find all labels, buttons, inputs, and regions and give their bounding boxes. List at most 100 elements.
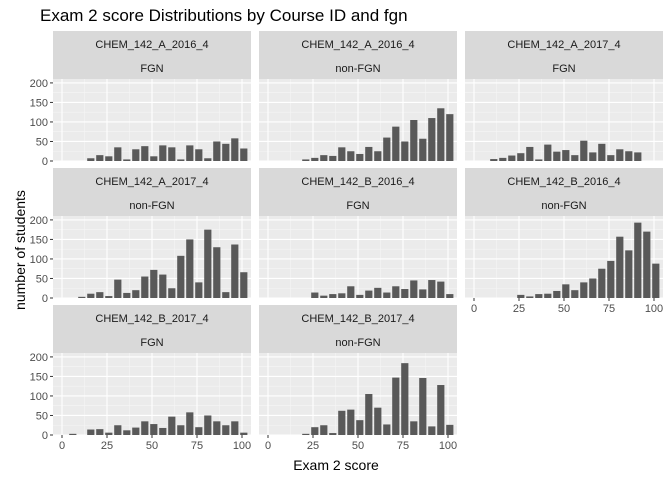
histogram-bar <box>446 424 454 435</box>
histogram-bar <box>222 292 230 298</box>
histogram-bar <box>141 421 149 435</box>
histogram-bar <box>231 244 239 298</box>
histogram-bar <box>320 155 328 161</box>
histogram-bar <box>401 289 409 298</box>
histogram-bar <box>499 157 507 161</box>
histogram-bar <box>87 293 95 298</box>
histogram-bar <box>329 294 337 298</box>
histogram-bar <box>562 284 570 298</box>
histogram-bar <box>231 138 239 161</box>
histogram-bar <box>320 295 328 298</box>
y-tick-label: 50 <box>36 410 48 422</box>
x-axis-label: Exam 2 score <box>293 457 379 473</box>
facet-strip <box>53 31 251 79</box>
x-tick-label: 75 <box>397 440 409 452</box>
histogram-bar <box>410 421 418 435</box>
histogram-bar <box>392 286 400 298</box>
histogram-bar <box>168 288 176 298</box>
x-tick-label: 25 <box>513 303 525 315</box>
histogram-bar <box>87 158 95 161</box>
histogram-bar <box>365 146 373 161</box>
histogram-bar <box>240 272 248 298</box>
histogram-bar <box>410 120 418 161</box>
facet-strip-course: CHEM_142_A_2017_4 <box>95 176 208 188</box>
histogram-bar <box>437 108 445 161</box>
facet-strip-fgn: non-FGN <box>335 337 380 349</box>
histogram-bar <box>123 430 131 435</box>
histogram-bar <box>96 155 104 161</box>
y-tick-label: 0 <box>42 156 48 168</box>
histogram-bar <box>517 153 525 161</box>
facet-strip <box>259 31 457 79</box>
histogram-bar <box>571 290 579 298</box>
facet-strip-course: CHEM_142_A_2017_4 <box>507 39 620 51</box>
x-tick-label: 50 <box>146 440 158 452</box>
y-tick-label: 150 <box>30 371 48 383</box>
histogram-bar <box>437 385 445 435</box>
histogram-bar <box>508 155 516 161</box>
histogram-bar <box>213 247 221 298</box>
histogram-bar <box>195 149 203 161</box>
facet-strip-course: CHEM_142_A_2016_4 <box>301 39 414 51</box>
histogram-bar <box>490 159 498 161</box>
histogram-bar <box>69 433 77 435</box>
histogram-bar <box>428 280 436 298</box>
histogram-bar <box>419 138 427 161</box>
histogram-bar <box>374 407 382 435</box>
histogram-bar <box>338 410 346 435</box>
histogram-bar <box>365 290 373 298</box>
x-tick-label: 75 <box>191 440 203 452</box>
histogram-bar <box>437 281 445 298</box>
histogram-bar <box>374 287 382 298</box>
x-tick-label: 50 <box>558 303 570 315</box>
histogram-bar <box>419 377 427 435</box>
histogram-bar <box>553 151 561 161</box>
histogram-bar <box>347 409 355 435</box>
histogram-bar <box>329 155 337 161</box>
x-tick-label: 100 <box>233 440 251 452</box>
histogram-bar <box>598 143 606 161</box>
histogram-bar <box>213 421 221 435</box>
histogram-bar <box>311 157 319 161</box>
histogram-bar <box>123 292 131 298</box>
histogram-bar <box>222 143 230 161</box>
histogram-bar <box>446 114 454 161</box>
histogram-bar <box>114 279 122 298</box>
histogram-bar <box>634 152 642 161</box>
histogram-bar <box>607 155 615 161</box>
histogram-bar <box>177 159 185 161</box>
histogram-bar <box>302 159 310 161</box>
x-tick-label: 50 <box>352 440 364 452</box>
histogram-bar <box>616 236 624 298</box>
histogram-bar <box>526 296 534 298</box>
y-tick-label: 200 <box>30 215 48 227</box>
histogram-bar <box>240 148 248 161</box>
histogram-bar <box>392 126 400 161</box>
histogram-bar <box>132 149 140 161</box>
histogram-bar <box>338 293 346 298</box>
histogram-bar <box>446 294 454 298</box>
histogram-bar <box>96 292 104 298</box>
histogram-bar <box>204 229 212 298</box>
histogram-bar <box>320 425 328 435</box>
histogram-bar <box>302 433 310 435</box>
histogram-bar <box>222 425 230 435</box>
histogram-bar <box>338 147 346 161</box>
histogram-bar <box>114 147 122 161</box>
x-tick-label: 100 <box>439 440 457 452</box>
histogram-bar <box>553 290 561 298</box>
histogram-bar <box>150 269 158 298</box>
histogram-bar <box>356 294 364 298</box>
y-tick-label: 100 <box>30 391 48 403</box>
facet-strip-fgn: non-FGN <box>129 200 174 212</box>
y-tick-label: 200 <box>30 352 48 364</box>
facet-strip-fgn: FGN <box>346 200 369 212</box>
x-tick-label: 0 <box>471 303 477 315</box>
histogram-bar <box>643 231 651 298</box>
facet-strip <box>465 31 663 79</box>
histogram-bar <box>535 159 543 161</box>
histogram-bar <box>383 292 391 298</box>
facet-strip <box>465 168 663 216</box>
histogram-bar <box>616 149 624 161</box>
facet-strip-course: CHEM_142_B_2017_4 <box>301 313 414 325</box>
